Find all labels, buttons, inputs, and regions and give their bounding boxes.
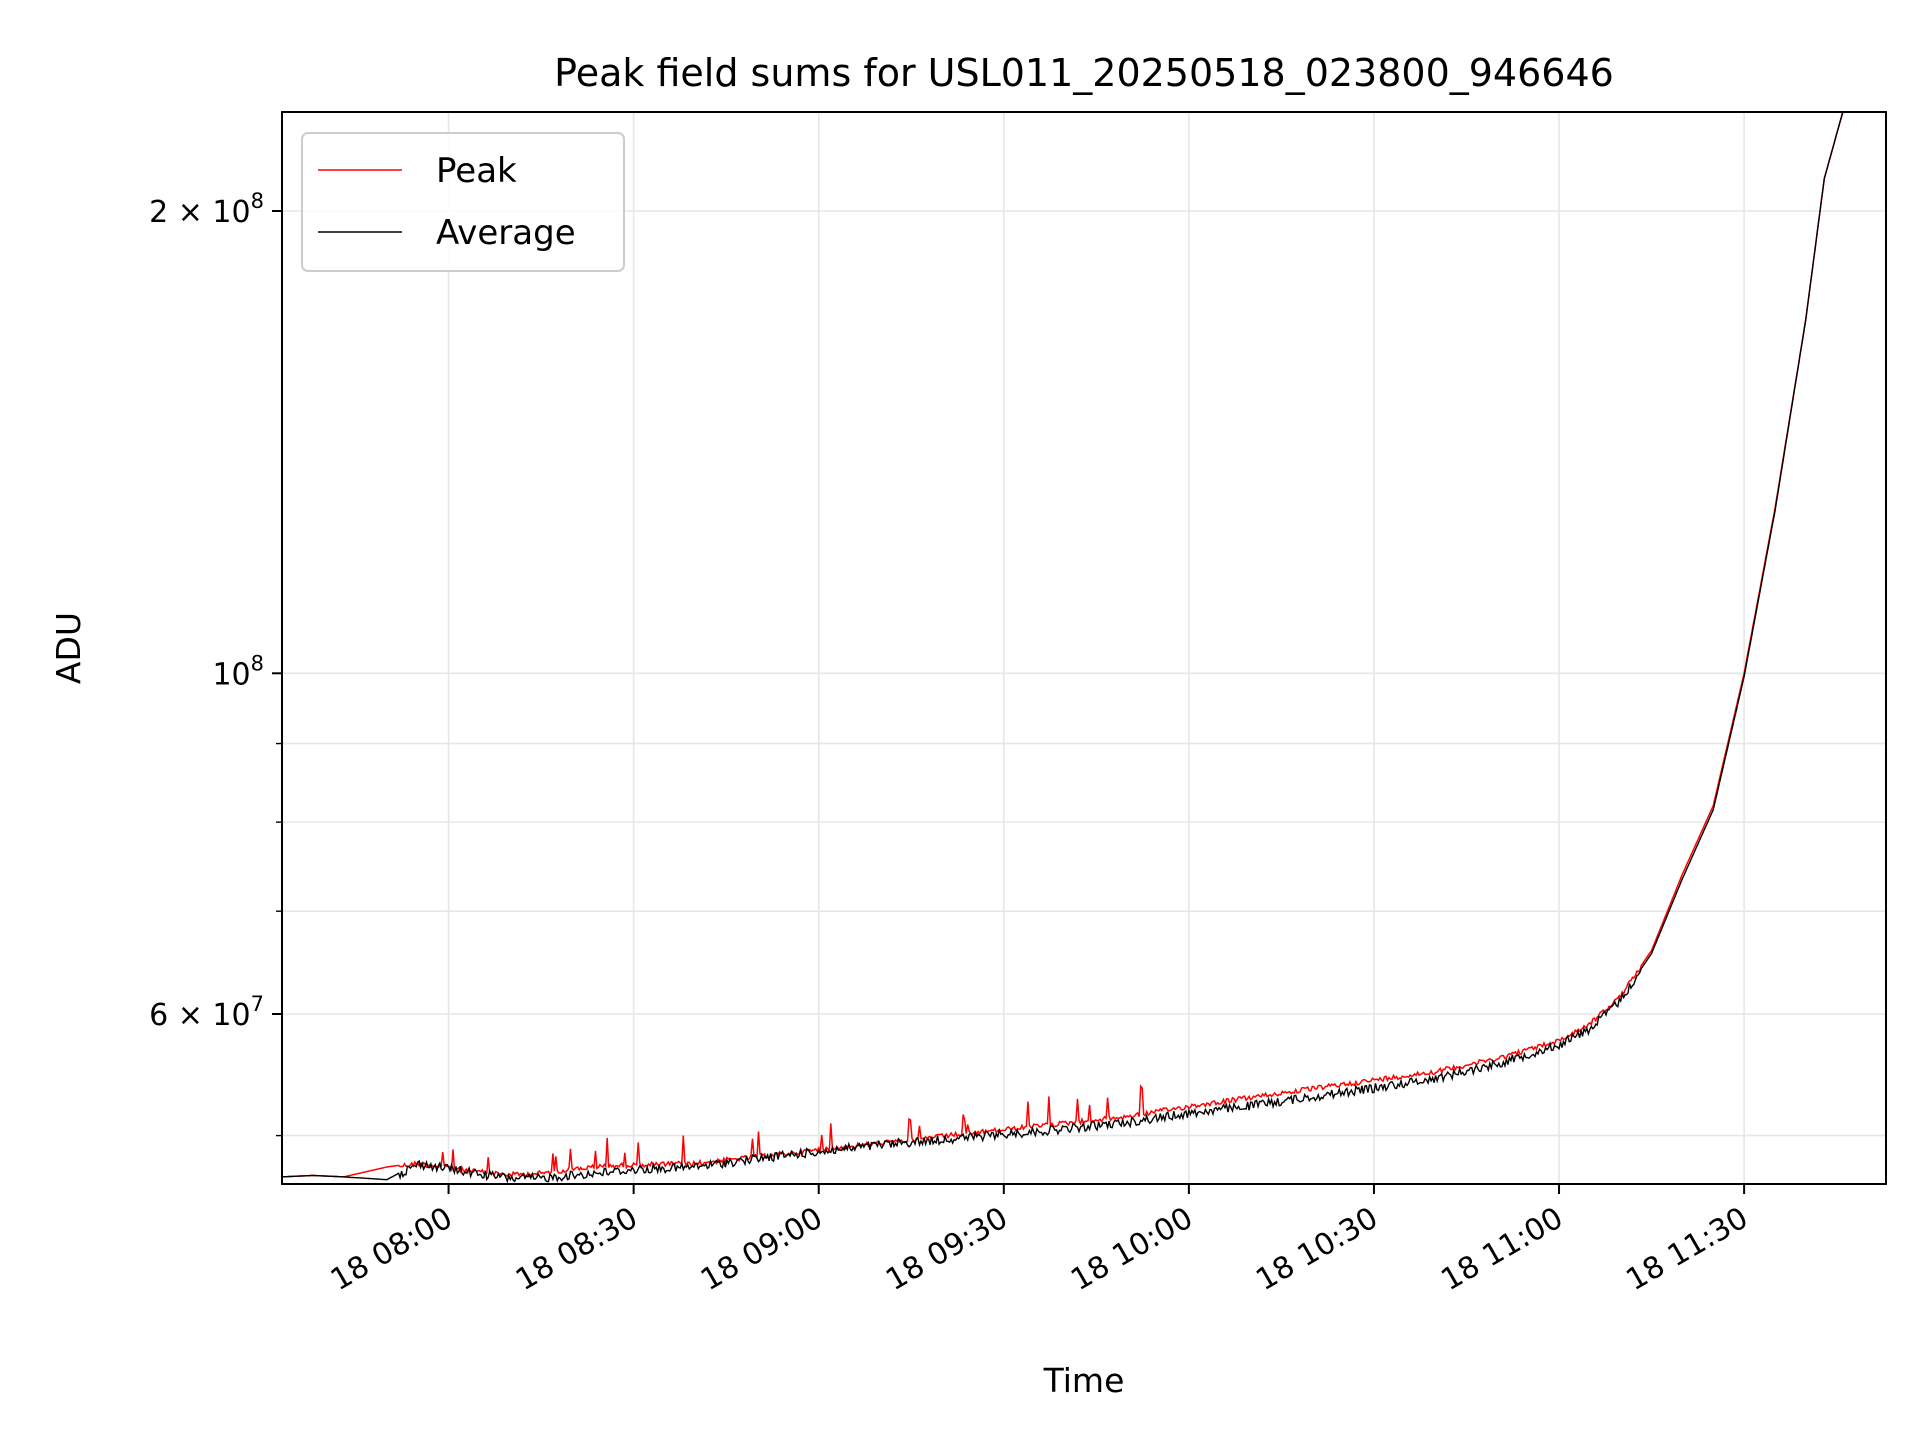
y-tick-base: 2 × 10: [149, 195, 250, 230]
y-tick-exponent: 8: [251, 189, 264, 213]
legend-box: [301, 132, 625, 272]
chart-title: Peak field sums for USL011_20250518_0238…: [554, 51, 1614, 95]
y-tick-exponent: 7: [251, 992, 264, 1016]
series-line-peak: [282, 112, 1844, 1179]
y-axis-label: ADU: [49, 612, 88, 684]
y-tick-label: 108: [212, 651, 264, 692]
series-line-average: [282, 112, 1844, 1184]
y-tick-exponent: 8: [251, 651, 264, 675]
x-axis-label: Time: [1043, 1361, 1125, 1400]
y-tick-base: 10: [212, 657, 250, 692]
y-tick-label: 6 × 107: [149, 992, 264, 1033]
legend: Peak Average: [301, 132, 625, 272]
y-tick-label: 2 × 108: [149, 189, 264, 230]
y-tick-base: 6 × 10: [149, 998, 250, 1033]
series-layer: [282, 112, 1844, 1184]
legend-label-peak: Peak: [436, 151, 517, 191]
plot-frame: [281, 111, 1887, 1185]
legend-label-average: Average: [436, 213, 576, 253]
grid: [282, 112, 1886, 1184]
